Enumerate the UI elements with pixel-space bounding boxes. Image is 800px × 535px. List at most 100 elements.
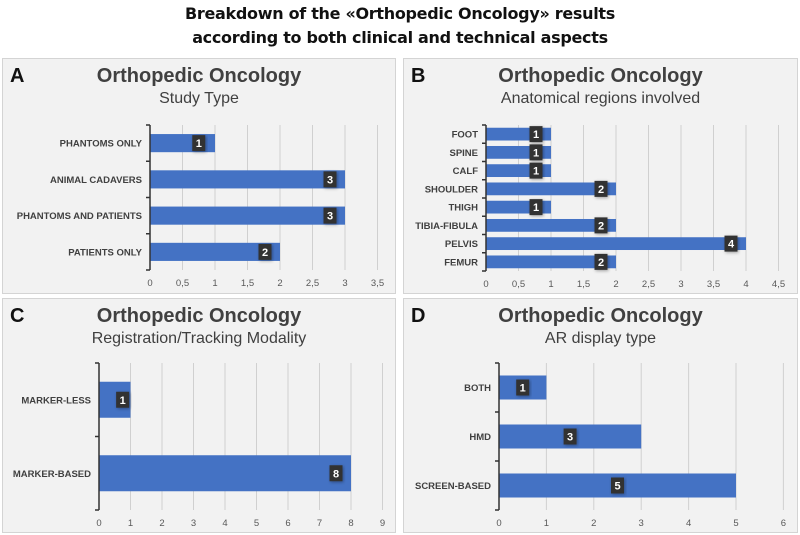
data-label-box bbox=[594, 253, 608, 270]
category-label: FOOT bbox=[452, 130, 479, 141]
data-label-box bbox=[724, 235, 738, 252]
data-label: 2 bbox=[598, 257, 604, 269]
category-label: FEMUR bbox=[444, 257, 478, 268]
x-tick-label: 6 bbox=[781, 518, 786, 529]
x-tick-label: 6 bbox=[285, 518, 290, 529]
category-label: MARKER-LESS bbox=[21, 395, 91, 406]
data-label: 3 bbox=[327, 211, 333, 223]
x-tick-label: 3,5 bbox=[707, 279, 720, 290]
category-label: SHOULDER bbox=[425, 184, 478, 195]
figure-title-line-1: Breakdown of the «Orthopedic Oncology» r… bbox=[185, 4, 615, 23]
x-tick-label: 1,5 bbox=[241, 278, 254, 289]
data-label: 3 bbox=[567, 432, 573, 444]
panel-b: B Orthopedic Oncology Anatomical regions… bbox=[403, 58, 798, 294]
panel-letter: D bbox=[411, 305, 426, 327]
x-tick-label: 2,5 bbox=[306, 278, 319, 289]
chart-title: Orthopedic Oncology bbox=[96, 65, 302, 87]
chart-subtitle: Study Type bbox=[159, 90, 239, 107]
data-label: 4 bbox=[728, 239, 735, 251]
category-label: HMD bbox=[469, 432, 491, 443]
x-tick-label: 0 bbox=[147, 278, 152, 289]
x-tick-label: 1 bbox=[212, 278, 217, 289]
chart-c-plot: 0 1 2 3 4 5 6 7 8 9 MARKER-LESS 1 MARKER-BASED 8 bbox=[13, 362, 385, 529]
x-tick-label: 7 bbox=[317, 518, 322, 529]
data-label-box bbox=[529, 126, 543, 143]
data-label-box bbox=[323, 171, 337, 188]
x-tick-label: 2 bbox=[591, 518, 596, 529]
bar bbox=[150, 170, 345, 189]
x-tick-label: 1 bbox=[548, 279, 553, 290]
data-label-box bbox=[516, 379, 530, 396]
panel-c: C Orthopedic Oncology Registration/Track… bbox=[2, 298, 396, 533]
x-tick-label: 4 bbox=[686, 518, 691, 529]
category-label: PATIENTS ONLY bbox=[68, 247, 142, 258]
bar bbox=[99, 455, 351, 492]
chart-d-plot: 0 1 2 3 4 5 6 BOTH 1 HMD 3 SCREEN-BASED 5 bbox=[415, 362, 786, 529]
panel-letter: B bbox=[411, 65, 426, 87]
data-label-box bbox=[594, 217, 608, 234]
data-label-box bbox=[258, 243, 272, 260]
data-label: 5 bbox=[614, 481, 620, 493]
chart-subtitle: Registration/Tracking Modality bbox=[91, 330, 307, 347]
x-tick-label: 2,5 bbox=[642, 279, 655, 290]
x-tick-label: 0,5 bbox=[176, 278, 189, 289]
data-label-box bbox=[323, 207, 337, 224]
x-tick-label: 3 bbox=[678, 279, 683, 290]
data-label-box bbox=[594, 180, 608, 197]
category-label: PELVIS bbox=[445, 239, 478, 250]
data-label-box bbox=[529, 144, 543, 161]
x-tick-label: 2 bbox=[277, 278, 282, 289]
chart-b-plot: 0 0,5 1 1,5 2 2,5 3 3,5 4 4,5 FOOT 1 SPINE 1 CALF 1 SHOU… bbox=[415, 124, 785, 290]
data-label: 2 bbox=[598, 220, 604, 232]
panel-a: A Orthopedic Oncology Study Type 0 0,5 1 1,… bbox=[2, 58, 396, 294]
x-tick-label: 2 bbox=[159, 518, 164, 529]
data-label-box bbox=[529, 199, 543, 216]
x-tick-label: 3 bbox=[342, 278, 347, 289]
x-tick-label: 1 bbox=[544, 518, 549, 529]
category-label: PHANTOMS ONLY bbox=[60, 139, 143, 150]
category-label: ANIMAL CADAVERS bbox=[50, 175, 142, 186]
data-label: 2 bbox=[598, 184, 604, 196]
data-label-box bbox=[563, 428, 577, 445]
data-label: 1 bbox=[533, 166, 539, 178]
category-label: SCREEN-BASED bbox=[415, 481, 491, 492]
category-label: CALF bbox=[453, 166, 479, 177]
x-tick-label: 5 bbox=[733, 518, 738, 529]
x-tick-label: 4 bbox=[222, 518, 227, 529]
x-tick-label: 0 bbox=[496, 518, 501, 529]
x-tick-label: 3 bbox=[191, 518, 196, 529]
category-label: MARKER-BASED bbox=[13, 469, 91, 480]
data-label: 1 bbox=[520, 383, 526, 395]
bar bbox=[486, 255, 616, 269]
chart-subtitle: Anatomical regions involved bbox=[500, 90, 701, 107]
x-tick-label: 3 bbox=[639, 518, 644, 529]
figure-title: Breakdown of the «Orthopedic Oncology» r… bbox=[0, 2, 800, 50]
panel-d: D Orthopedic Oncology AR display type 0 1… bbox=[403, 298, 798, 533]
data-label-box bbox=[116, 391, 130, 408]
data-label: 3 bbox=[327, 174, 333, 186]
panel-letter: A bbox=[10, 65, 25, 87]
x-tick-label: 1,5 bbox=[577, 279, 590, 290]
figure-title-line-2: according to both clinical and technical… bbox=[192, 28, 608, 47]
x-tick-label: 0 bbox=[483, 279, 488, 290]
data-label: 1 bbox=[120, 395, 126, 407]
bar bbox=[150, 206, 345, 225]
x-tick-label: 9 bbox=[380, 518, 385, 529]
data-label: 1 bbox=[533, 147, 539, 159]
x-tick-label: 4 bbox=[743, 279, 748, 290]
data-label-box bbox=[611, 477, 624, 494]
x-tick-label: 2 bbox=[613, 279, 618, 290]
panel-letter: C bbox=[10, 305, 25, 327]
x-tick-label: 4,5 bbox=[772, 279, 785, 290]
x-tick-label: 1 bbox=[128, 518, 133, 529]
data-label: 2 bbox=[262, 247, 268, 259]
data-label: 1 bbox=[533, 202, 539, 214]
data-label: 8 bbox=[333, 468, 339, 480]
bar bbox=[150, 242, 280, 261]
x-tick-label: 0 bbox=[96, 518, 101, 529]
x-tick-label: 8 bbox=[348, 518, 353, 529]
x-tick-label: 3,5 bbox=[371, 278, 384, 289]
data-label-box bbox=[192, 135, 206, 152]
chart-a-plot: 0 0,5 1 1,5 2 2,5 3 3,5 PHANTOMS ONLY 1 ANIMAL CAD… bbox=[17, 124, 384, 289]
category-label: PHANTOMS AND PATIENTS bbox=[17, 211, 142, 222]
